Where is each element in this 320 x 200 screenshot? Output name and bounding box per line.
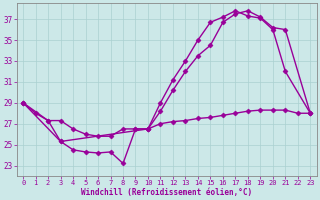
X-axis label: Windchill (Refroidissement éolien,°C): Windchill (Refroidissement éolien,°C) (81, 188, 252, 197)
